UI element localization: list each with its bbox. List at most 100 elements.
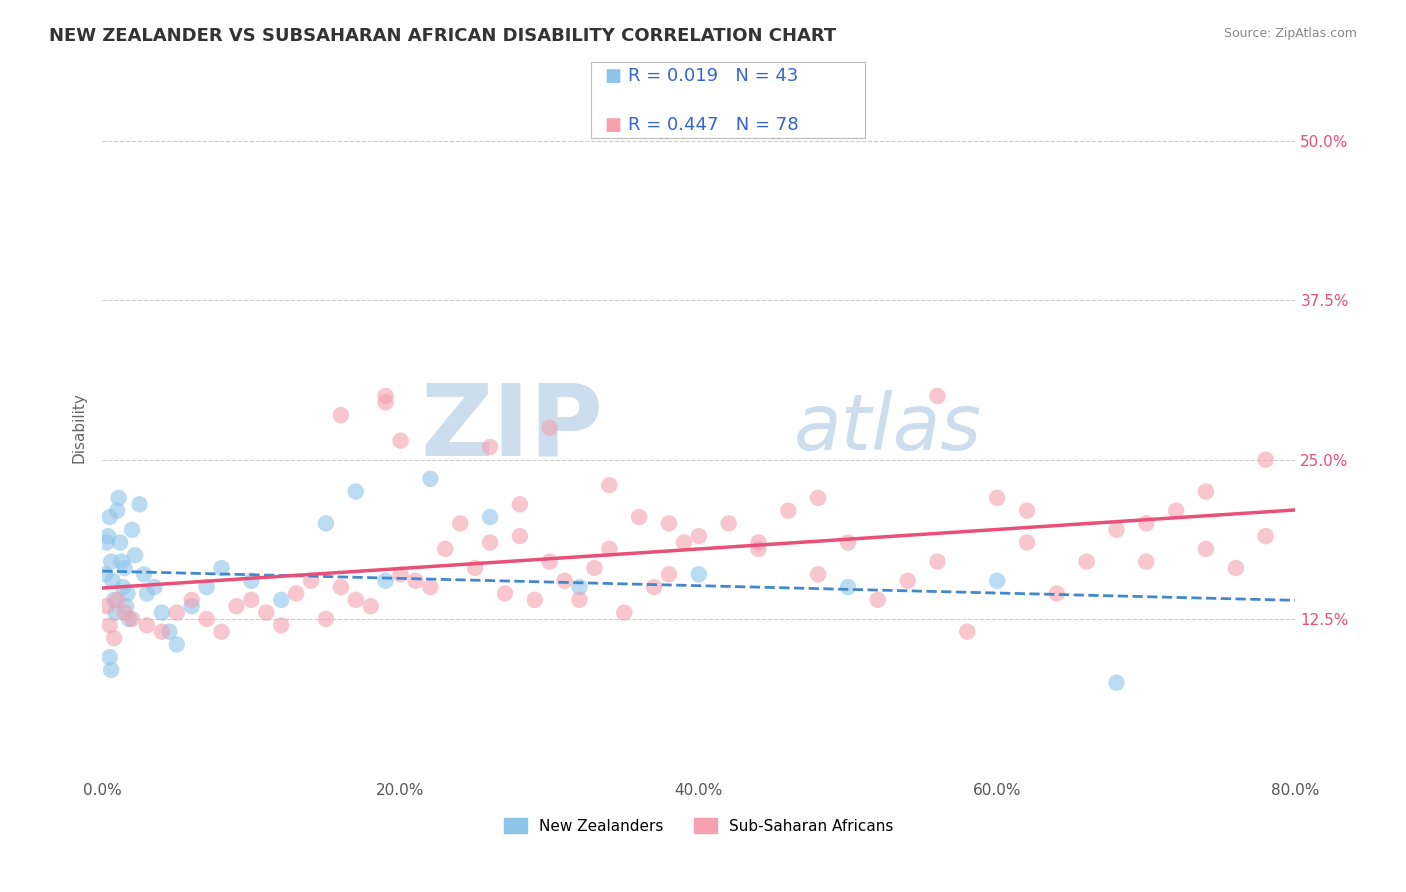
- Point: [115, 599, 138, 614]
- Point: [374, 389, 396, 403]
- Point: [344, 484, 367, 499]
- Point: [374, 395, 396, 409]
- Point: [105, 503, 128, 517]
- Point: [986, 491, 1008, 505]
- Point: [643, 580, 665, 594]
- Point: [114, 561, 136, 575]
- Text: NEW ZEALANDER VS SUBSAHARAN AFRICAN DISABILITY CORRELATION CHART: NEW ZEALANDER VS SUBSAHARAN AFRICAN DISA…: [49, 27, 837, 45]
- Point: [672, 535, 695, 549]
- Point: [927, 389, 949, 403]
- Point: [807, 491, 830, 505]
- Point: [98, 618, 121, 632]
- Point: [404, 574, 426, 588]
- Point: [240, 592, 263, 607]
- Point: [329, 580, 352, 594]
- Point: [103, 592, 125, 607]
- Point: [157, 624, 180, 639]
- Point: [1015, 503, 1038, 517]
- Point: [583, 561, 606, 575]
- Legend: New Zealanders, Sub-Saharan Africans: New Zealanders, Sub-Saharan Africans: [503, 818, 894, 834]
- Point: [180, 592, 202, 607]
- Point: [344, 592, 367, 607]
- Point: [166, 637, 188, 651]
- Point: [1254, 452, 1277, 467]
- Point: [136, 586, 159, 600]
- Point: [956, 624, 979, 639]
- Point: [613, 606, 636, 620]
- Point: [270, 618, 292, 632]
- Point: [1135, 555, 1157, 569]
- Point: [568, 592, 591, 607]
- Point: [717, 516, 740, 531]
- Point: [479, 535, 502, 549]
- Point: [1046, 586, 1069, 600]
- Point: [374, 574, 396, 588]
- Point: [329, 408, 352, 422]
- Point: [240, 574, 263, 588]
- Point: [143, 580, 166, 594]
- Point: [118, 612, 141, 626]
- Text: atlas: atlas: [794, 390, 983, 466]
- Point: [419, 472, 441, 486]
- Text: R = 0.447   N = 78: R = 0.447 N = 78: [628, 116, 799, 134]
- Point: [434, 541, 457, 556]
- Point: [96, 599, 118, 614]
- Point: [1015, 535, 1038, 549]
- Point: [315, 516, 337, 531]
- Point: [568, 580, 591, 594]
- Point: [299, 574, 322, 588]
- Point: [1105, 675, 1128, 690]
- Point: [124, 548, 146, 562]
- Point: [166, 606, 188, 620]
- Point: [150, 624, 173, 639]
- Point: [360, 599, 382, 614]
- Point: [270, 592, 292, 607]
- Point: [509, 497, 531, 511]
- Point: [658, 567, 681, 582]
- Point: [658, 516, 681, 531]
- Point: [195, 612, 218, 626]
- Point: [747, 535, 769, 549]
- Point: [479, 440, 502, 454]
- Point: [509, 529, 531, 543]
- Text: R = 0.019   N = 43: R = 0.019 N = 43: [628, 67, 799, 85]
- Point: [103, 631, 125, 645]
- Point: [100, 663, 122, 677]
- Point: [211, 561, 233, 575]
- Point: [180, 599, 202, 614]
- Point: [449, 516, 471, 531]
- Point: [105, 592, 128, 607]
- Point: [419, 580, 441, 594]
- Point: [117, 586, 139, 600]
- Point: [554, 574, 576, 588]
- Point: [837, 535, 859, 549]
- Point: [97, 529, 120, 543]
- Point: [98, 510, 121, 524]
- Point: [150, 606, 173, 620]
- Point: [598, 478, 620, 492]
- Point: [837, 580, 859, 594]
- Point: [98, 650, 121, 665]
- Point: [195, 580, 218, 594]
- Point: [464, 561, 486, 575]
- Y-axis label: Disability: Disability: [72, 392, 86, 463]
- Text: ■: ■: [605, 116, 621, 134]
- Point: [538, 555, 561, 569]
- Point: [1225, 561, 1247, 575]
- Point: [807, 567, 830, 582]
- Point: [225, 599, 247, 614]
- Point: [136, 618, 159, 632]
- Point: [211, 624, 233, 639]
- Point: [128, 497, 150, 511]
- Point: [389, 567, 412, 582]
- Text: Source: ZipAtlas.com: Source: ZipAtlas.com: [1223, 27, 1357, 40]
- Point: [1166, 503, 1188, 517]
- Point: [107, 491, 129, 505]
- Point: [628, 510, 651, 524]
- Point: [285, 586, 308, 600]
- Point: [108, 535, 131, 549]
- Point: [100, 555, 122, 569]
- Point: [1195, 541, 1218, 556]
- Point: [866, 592, 889, 607]
- Point: [494, 586, 516, 600]
